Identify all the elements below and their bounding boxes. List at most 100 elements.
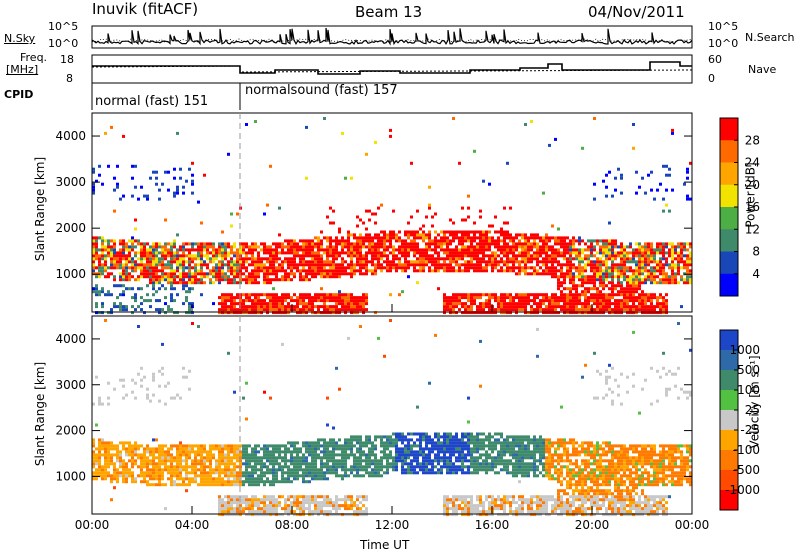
echo-cell: [365, 495, 368, 499]
echo-cell: [215, 444, 218, 448]
echo-cell: [155, 248, 158, 252]
echo-cell: [305, 459, 308, 463]
echo-cell: [635, 170, 638, 174]
echo-cell: [167, 278, 170, 282]
echo-cell: [464, 236, 467, 240]
echo-cell: [578, 311, 581, 315]
echo-cell: [179, 474, 182, 478]
echo-cell: [332, 450, 335, 454]
echo-cell: [467, 236, 470, 240]
echo-cell: [116, 471, 119, 475]
echo-cell: [689, 263, 692, 267]
echo-cell: [455, 302, 458, 306]
echo-cell: [536, 248, 539, 252]
echo-cell: [164, 465, 167, 469]
echo-cell: [347, 242, 350, 246]
echo-cell: [224, 462, 227, 466]
echo-cell: [218, 474, 221, 478]
echo-cell: [131, 242, 134, 246]
echo-cell: [287, 245, 290, 249]
echo-cell: [281, 450, 284, 454]
echo-cell: [641, 245, 644, 249]
echo-cell: [182, 278, 185, 282]
echo-cell: [344, 302, 347, 306]
echo-cell: [308, 495, 311, 499]
echo-cell: [173, 287, 176, 291]
echo-cell: [401, 263, 404, 267]
echo-cell: [230, 510, 233, 514]
echo-cell: [557, 278, 560, 282]
echo-cell: [650, 275, 653, 279]
echo-cell: [470, 311, 473, 315]
echo-cell: [467, 233, 470, 237]
echo-cell: [569, 248, 572, 252]
echo-cell: [659, 269, 662, 273]
echo-cell: [383, 447, 386, 451]
echo-cell: [626, 308, 629, 312]
echo-cell: [173, 278, 176, 282]
echo-cell: [305, 471, 308, 475]
echo-cell: [356, 308, 359, 312]
echo-cell: [599, 251, 602, 255]
echo-cell: [308, 468, 311, 472]
echo-cell: [119, 284, 122, 288]
echo-cell: [311, 272, 314, 276]
echo-cell: [341, 260, 344, 264]
echo-cell: [158, 453, 161, 457]
echo-cell: [572, 275, 575, 279]
echo-cell: [128, 239, 131, 243]
echo-cell: [551, 269, 554, 273]
echo-cell: [266, 480, 269, 484]
echo-cell: [356, 450, 359, 454]
echo-cell: [107, 447, 110, 451]
echo-cell: [152, 474, 155, 478]
echo-cell: [110, 248, 113, 252]
echo-cell: [236, 459, 239, 463]
echo-cell: [650, 251, 653, 255]
echo-cell: [671, 254, 674, 258]
echo-cell: [503, 242, 506, 246]
echo-cell: [221, 504, 224, 508]
echo-cell: [287, 293, 290, 297]
echo-cell: [233, 305, 236, 309]
echo-cell: [155, 281, 158, 285]
echo-cell: [470, 296, 473, 300]
echo-cell: [617, 290, 620, 294]
echo-cell: [254, 483, 257, 487]
echo-cell: [443, 230, 446, 234]
echo-cell: [359, 251, 362, 255]
echo-cell: [374, 465, 377, 469]
echo-cell: [212, 477, 215, 481]
echo-cell: [578, 239, 581, 243]
echo-cell: [524, 242, 527, 246]
echo-cell: [176, 266, 179, 270]
echo-cell: [326, 495, 329, 499]
echo-cell: [122, 257, 125, 261]
echo-cell: [632, 269, 635, 273]
echo-cell: [305, 302, 308, 306]
echo-cell: [245, 456, 248, 460]
echo-cell: [185, 489, 188, 493]
echo-cell: [290, 480, 293, 484]
echo-cell: [230, 501, 233, 505]
echo-cell: [158, 242, 161, 246]
echo-cell: [167, 188, 170, 192]
echo-cell: [119, 260, 122, 264]
echo-cell: [254, 444, 257, 448]
echo-cell: [386, 254, 389, 258]
echo-cell: [341, 299, 344, 303]
echo-cell: [416, 456, 419, 460]
echo-cell: [305, 305, 308, 309]
echo-cell: [392, 233, 395, 237]
echo-cell: [257, 257, 260, 261]
echo-cell: [305, 468, 308, 472]
echo-cell: [275, 468, 278, 472]
echo-cell: [296, 245, 299, 249]
echo-cell: [584, 305, 587, 309]
echo-cell: [323, 293, 326, 297]
echo-cell: [92, 260, 95, 264]
echo-cell: [104, 254, 107, 258]
echo-cell: [398, 266, 401, 270]
echo-cell: [176, 191, 179, 195]
echo-cell: [677, 281, 680, 285]
